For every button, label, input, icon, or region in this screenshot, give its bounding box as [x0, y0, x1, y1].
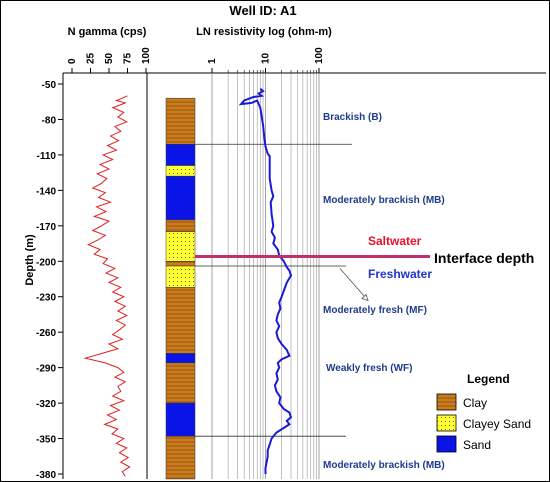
resistivity-tick-label: 10: [261, 52, 272, 64]
lithology-layer-sand: [165, 144, 196, 166]
resistivity-axis-label: LN resistivity log (ohm-m): [196, 26, 332, 38]
zone-label: Moderately brackish (MB): [323, 460, 445, 471]
saltwater-label: Saltwater: [368, 234, 422, 248]
lithology-layer-sand: [165, 402, 196, 437]
lithology-column: [165, 97, 196, 480]
freshwater-label: Freshwater: [368, 267, 432, 281]
legend-swatch-clayey-sand: [436, 414, 457, 432]
lithology-layer-clay: [165, 362, 196, 404]
depth-axis-label: Depth (m): [24, 234, 36, 286]
lithology-layer-clay: [165, 261, 196, 267]
legend-swatch-clay: [436, 393, 457, 411]
lithology-layer-clay: [165, 435, 196, 480]
depth-tick-label: -50: [42, 80, 57, 91]
resistivity-tick-label: 1: [207, 58, 218, 64]
zone-label: Brackish (B): [323, 112, 382, 123]
gamma-tick-label: 0: [67, 58, 78, 64]
lithology-layer-sand: [165, 353, 196, 364]
legend-title: Legend: [467, 372, 510, 386]
zone-label: Moderately fresh (MF): [323, 305, 427, 316]
gamma-tick-label: 75: [123, 52, 134, 64]
depth-tick-label: -200: [36, 257, 56, 268]
lithology-layer-clay: [165, 287, 196, 354]
gamma-tick-label: 100: [141, 47, 152, 64]
interface-depth-label: Interface depth: [434, 250, 534, 266]
well-title: Well ID: A1: [229, 3, 296, 18]
depth-tick-label: -80: [42, 115, 57, 126]
interface-arrow-line: [339, 268, 369, 301]
lithology-layer-clay: [165, 219, 196, 232]
gamma-axis-label: N gamma (cps): [68, 26, 147, 38]
lithology-layer-sand: [165, 175, 196, 221]
depth-tick-label: -140: [36, 186, 56, 197]
depth-tick-label: -170: [36, 222, 56, 233]
legend-label-clay: Clay: [463, 396, 487, 410]
depth-tick-label: -320: [36, 399, 56, 410]
ticks-layer: 0 25 50 75 100 1 10 100 -50 -80 -110 -140 -170 -200 -2…: [36, 47, 325, 481]
legend-swatch-sand: [436, 435, 457, 453]
legend: Legend Clay Clayey Sand Sand: [436, 372, 531, 453]
legend-label-clayey-sand: Clayey Sand: [463, 417, 531, 431]
zone-labels: Brackish (B) Moderately brackish (MB) Mo…: [323, 112, 445, 471]
gamma-curve: [83, 95, 131, 477]
legend-label-sand: Sand: [463, 438, 491, 452]
curves-layer: [83, 87, 293, 477]
gamma-tick-label: 25: [86, 52, 97, 64]
gamma-tick-label: 50: [104, 52, 115, 64]
depth-tick-label: -350: [36, 435, 56, 446]
zone-label: Moderately brackish (MB): [323, 195, 445, 206]
interface-arrow-head: [361, 293, 369, 302]
depth-tick-label: -380: [36, 470, 56, 481]
lithology-layer-clayey-sand: [165, 165, 196, 177]
depth-tick-label: -110: [37, 151, 57, 162]
resistivity-tick-label: 100: [314, 47, 325, 64]
depth-tick-label: -260: [36, 328, 56, 339]
lithology-layer-clay: [165, 97, 196, 145]
lithology-layer-clayey-sand: [165, 265, 196, 288]
interface-annotation: Saltwater Interface depth Freshwater: [195, 234, 534, 302]
resistivity-curve: [238, 87, 293, 474]
depth-tick-label: -290: [36, 364, 56, 375]
depth-tick-label: -230: [36, 293, 56, 304]
zone-label: Weakly fresh (WF): [326, 363, 413, 374]
grid-layer: [146, 73, 352, 479]
lithology-layer-clayey-sand: [165, 231, 196, 262]
